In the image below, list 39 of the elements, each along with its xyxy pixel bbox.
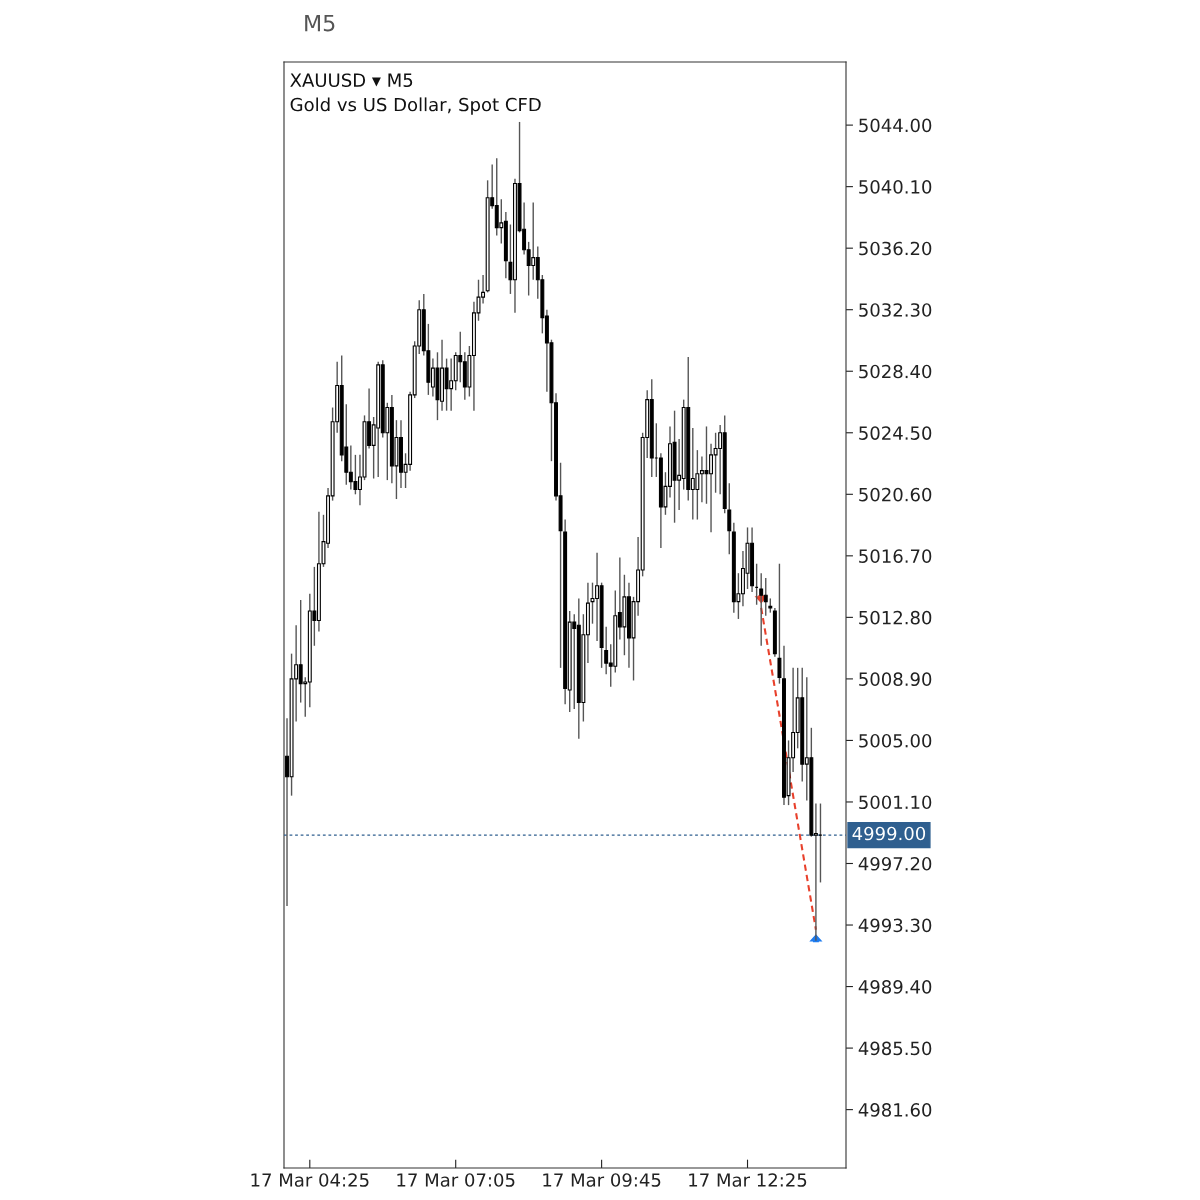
candlestick bbox=[449, 357, 454, 412]
y-tick-label: 5040.10 bbox=[859, 180, 932, 194]
text: M5 bbox=[305, 14, 335, 32]
text: Gold vs US Dollar, Spot CFD bbox=[290, 97, 541, 115]
y-tick-label: 5032.30 bbox=[859, 303, 932, 317]
y-tick-label: 5028.40 bbox=[859, 364, 932, 379]
candlestick bbox=[777, 563, 782, 685]
ref-line-label: 4999.00 bbox=[852, 826, 926, 841]
text: XAUUSD ▾ M5 bbox=[290, 73, 413, 88]
y-tick-label: 5012.80 bbox=[859, 610, 932, 625]
candlestick bbox=[695, 449, 700, 521]
y-tick-label: 4993.30 bbox=[858, 918, 932, 933]
y-tick-label: 5044.00 bbox=[859, 118, 932, 133]
y-tick-label: 4985.50 bbox=[858, 1041, 932, 1056]
candlestick bbox=[348, 444, 353, 491]
y-tick-label: 5020.60 bbox=[859, 487, 932, 502]
y-tick-label: 5016.70 bbox=[859, 549, 932, 563]
candlestick bbox=[759, 572, 764, 647]
candlestick bbox=[298, 599, 303, 704]
x-tick-label: 17 Mar 12:25 bbox=[689, 1173, 807, 1187]
y-tick-label: 4981.60 bbox=[858, 1103, 932, 1117]
candlestick bbox=[572, 613, 577, 710]
y-tick-label: 5024.50 bbox=[859, 426, 932, 440]
candlestick bbox=[704, 425, 709, 505]
candlestick bbox=[444, 357, 449, 412]
candlestick bbox=[727, 482, 732, 555]
y-tick-label: 5005.00 bbox=[859, 733, 932, 748]
x-tick-label: 17 Mar 07:05 bbox=[397, 1173, 515, 1187]
candlestick bbox=[494, 157, 499, 237]
x-tick-label: 17 Mar 04:25 bbox=[251, 1173, 369, 1187]
candlestick bbox=[763, 577, 768, 617]
y-tick-label: 4989.40 bbox=[858, 980, 932, 994]
y-tick-label: 5008.90 bbox=[859, 672, 932, 687]
y-tick-label: 5036.20 bbox=[859, 241, 932, 256]
candlestick bbox=[531, 201, 536, 281]
y-tick-label: 4997.20 bbox=[858, 856, 932, 871]
candlestick bbox=[818, 802, 823, 884]
y-tick-label: 5001.10 bbox=[859, 795, 932, 810]
x-tick-label: 17 Mar 09:45 bbox=[543, 1173, 661, 1187]
